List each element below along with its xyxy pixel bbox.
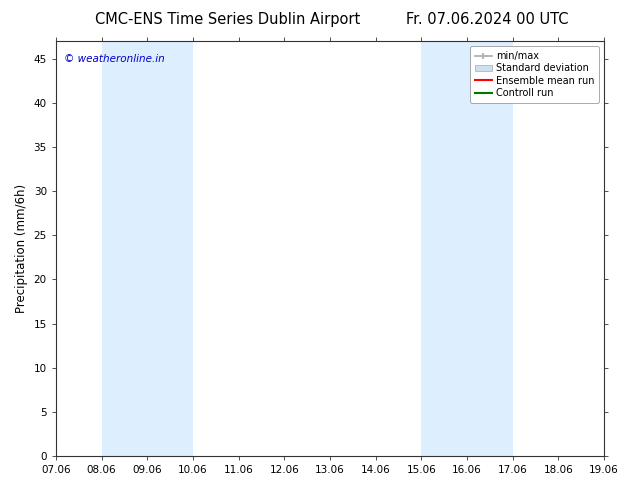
Bar (422, 41, 513, 456)
Legend: min/max, Standard deviation, Ensemble mean run, Controll run: min/max, Standard deviation, Ensemble me… (470, 46, 599, 103)
Y-axis label: Precipitation (mm/6h): Precipitation (mm/6h) (15, 184, 28, 313)
Bar (101, 41, 193, 456)
Text: Fr. 07.06.2024 00 UTC: Fr. 07.06.2024 00 UTC (406, 12, 568, 27)
Text: © weatheronline.in: © weatheronline.in (64, 54, 165, 64)
Text: CMC-ENS Time Series Dublin Airport: CMC-ENS Time Series Dublin Airport (95, 12, 360, 27)
